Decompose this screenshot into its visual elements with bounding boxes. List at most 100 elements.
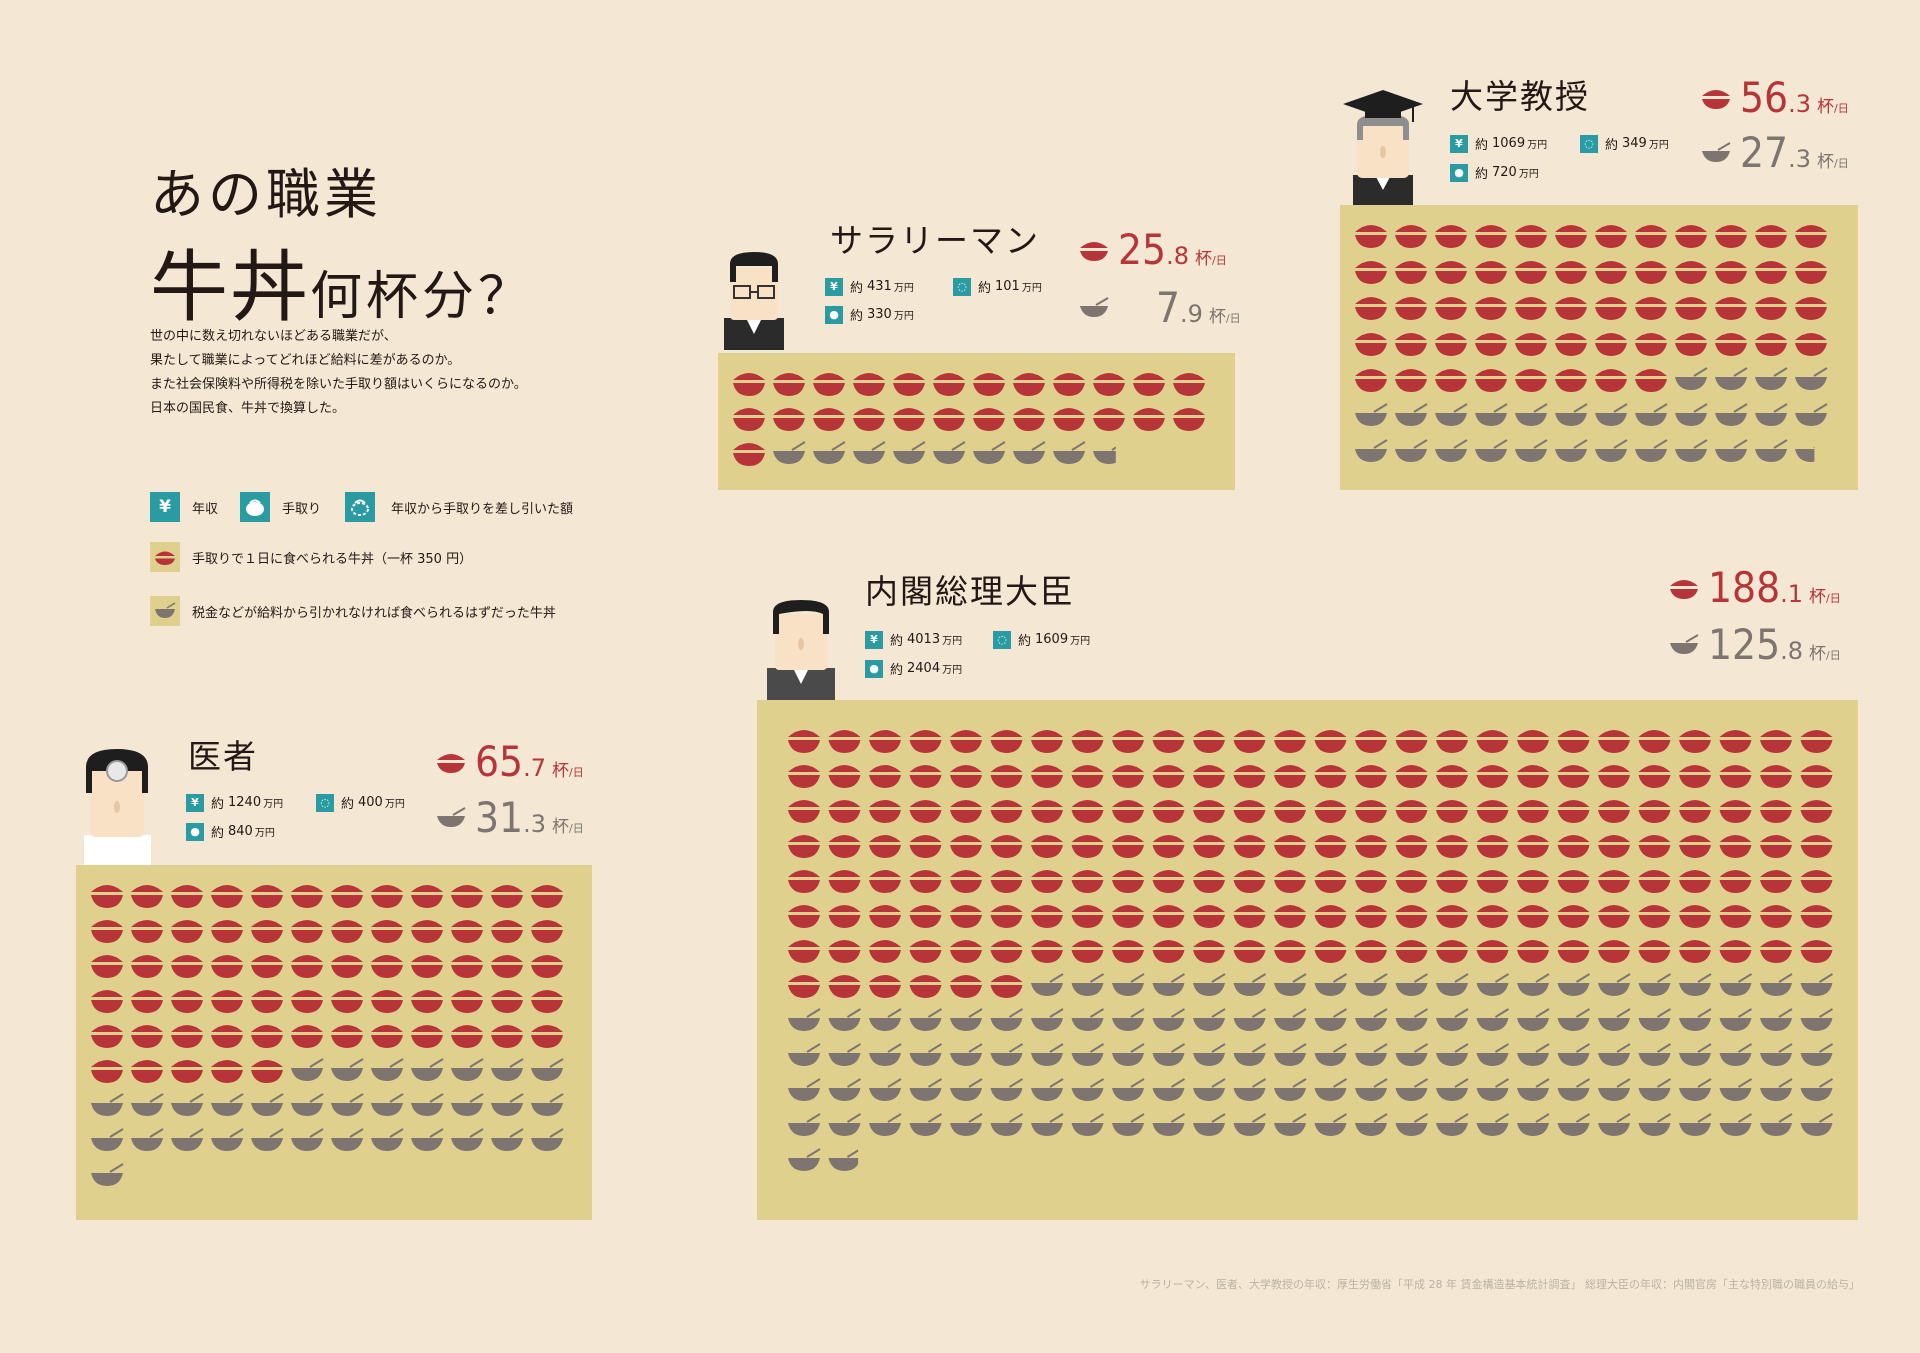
gyudon-bowl-mark (1719, 835, 1752, 858)
gyudon-bowl-mark (950, 905, 982, 928)
empty-bowl-mark (1675, 439, 1708, 462)
empty-bowl-mark (1013, 441, 1046, 464)
gyudon-bowl-mark (1233, 940, 1266, 963)
empty-bowl-mark (1071, 1113, 1105, 1136)
gyudon-bowl-mark (828, 730, 861, 753)
gyudon-bowl-mark (1395, 870, 1428, 893)
gyudon-bowl-mark (1013, 373, 1045, 396)
gyudon-bowl-mark (251, 955, 283, 978)
gyudon-bowl-mark (788, 975, 820, 998)
bowl-grid-professor (1355, 225, 1830, 467)
gyudon-bowl-mark (1760, 765, 1792, 788)
empty-bowl-mark (451, 1128, 484, 1151)
gyudon-bowl-mark (1675, 225, 1707, 248)
gyudon-bowl-mark (1595, 297, 1627, 320)
gyudon-bowl-mark (1031, 835, 1063, 858)
gyudon-bowl-mark (990, 940, 1023, 963)
empty-bowl-mark (1719, 1043, 1753, 1066)
red-int: 25 (1118, 225, 1167, 274)
gyudon-bowl-mark (1395, 297, 1427, 320)
empty-bowl-mark (1800, 1008, 1834, 1031)
empty-bowl-mark (1517, 1078, 1550, 1101)
red-dec: .3 (1788, 90, 1811, 118)
gyudon-bowl-mark (331, 885, 363, 908)
empty-bowl-mark (1395, 1043, 1429, 1066)
approx-label: 約 (211, 826, 225, 841)
empty-bowl-mark (828, 1113, 862, 1136)
empty-bowl-mark (91, 1093, 124, 1116)
gyudon-bowl-mark (869, 975, 901, 998)
gyudon-bowl-mark (1517, 800, 1549, 823)
red-count-prime-minister: 188.1 杯/日 (1668, 563, 1841, 612)
gyudon-bowl-mark (813, 373, 845, 396)
gyudon-bowl-mark (1031, 765, 1063, 788)
gyudon-bowl-mark (1031, 800, 1063, 823)
gyudon-bowl-mark (909, 905, 942, 928)
gyudon-bowl-mark (1517, 905, 1549, 928)
gyudon-bowl-mark (291, 990, 323, 1013)
gyudon-bowl-mark (990, 835, 1023, 858)
gyudon-bowl-mark (91, 920, 123, 943)
empty-bowl-mark (828, 1008, 862, 1031)
gyudon-bowl-mark (1800, 870, 1833, 893)
gyudon-bowl-mark (1475, 333, 1507, 356)
gyudon-bowl-mark (1595, 369, 1627, 392)
gyudon-bowl-mark (950, 975, 982, 998)
gyudon-bowl-mark (1233, 870, 1266, 893)
gyudon-bowl-mark (531, 1025, 563, 1048)
gyudon-bowl-mark (451, 920, 483, 943)
income-value: 1240 (228, 795, 262, 810)
gyudon-bowl-mark (1031, 870, 1063, 893)
empty-bowl-mark (411, 1093, 444, 1116)
gyudon-bowl-mark (211, 920, 243, 943)
gyudon-bowl-mark (1395, 835, 1428, 858)
empty-bowl-mark (1679, 1008, 1712, 1031)
unit-label: 万円 (263, 799, 284, 810)
legend-takehome: 手取り (240, 492, 321, 522)
per-day-label: /日 (568, 822, 584, 835)
gyudon-bowl-mark (1638, 905, 1671, 928)
gyudon-bowl-mark (950, 800, 982, 823)
empty-bowl-mark (1355, 1008, 1388, 1031)
gyudon-bowl-mark (1675, 261, 1707, 284)
gyudon-bowl-mark (828, 765, 861, 788)
gyudon-bowl-mark (1800, 800, 1833, 823)
income-doctor: ¥ 約 1240 万円 (186, 793, 283, 812)
empty-bowl-mark (869, 1043, 902, 1066)
gyudon-bowl-mark (411, 955, 443, 978)
bowl-grid-prime-minister (788, 730, 1834, 1176)
empty-bowl-mark (1193, 1008, 1226, 1031)
gyudon-bowl-mark (1435, 261, 1467, 284)
gyudon-bowl-mark (371, 955, 403, 978)
empty-bowl-mark (331, 1128, 364, 1151)
gyudon-bowl-mark (1800, 940, 1833, 963)
gyudon-bowl-mark (853, 373, 885, 396)
approx-label: 約 (890, 663, 904, 678)
empty-bowl-mark (950, 1008, 983, 1031)
empty-bowl-mark (1233, 1078, 1267, 1101)
red-dec: .1 (1780, 580, 1804, 608)
gyudon-bowl-mark (1598, 835, 1630, 858)
legend-income-label: 年収 (192, 501, 219, 517)
gyudon-bowl-mark (491, 885, 523, 908)
empty-bowl-mark (491, 1058, 524, 1081)
gyudon-bowl-mark (1715, 261, 1747, 284)
gyudon-bowl-mark (1515, 369, 1547, 392)
empty-bowl-mark (1679, 1078, 1712, 1101)
gyudon-bowl-mark (1719, 730, 1752, 753)
gyudon-bowl-mark (1053, 408, 1085, 431)
gyudon-bowl-mark (451, 885, 483, 908)
gyudon-bowl-mark (1233, 905, 1266, 928)
gyudon-bowl-mark (1755, 225, 1787, 248)
gyudon-bowl-mark (933, 373, 965, 396)
gyudon-bowl-mark (1515, 225, 1547, 248)
gyudon-bowl-mark (531, 885, 563, 908)
empty-bowl-mark (1193, 1113, 1226, 1136)
empty-bowl-mark (331, 1093, 364, 1116)
gyudon-bowl-mark (909, 870, 942, 893)
gyudon-bowl-mark (950, 765, 982, 788)
hai-label: 杯 (1816, 97, 1834, 117)
empty-bowl-mark (1679, 973, 1712, 996)
job-title-professor: 大学教授 (1450, 77, 1590, 116)
gyudon-bowl-mark (1152, 835, 1185, 858)
